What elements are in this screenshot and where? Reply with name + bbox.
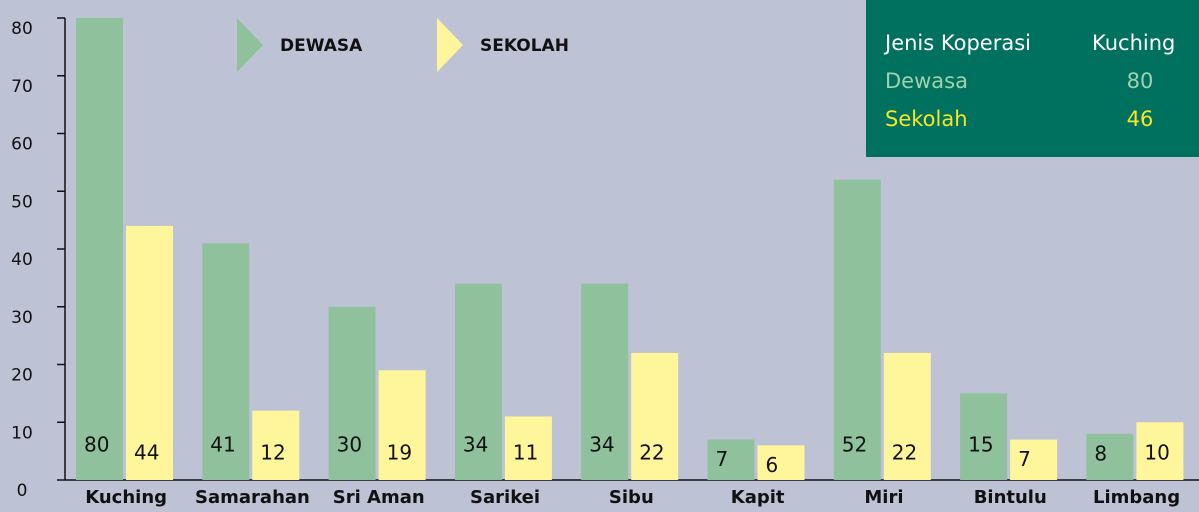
y-tick-label: 70 xyxy=(11,77,33,97)
value-label: 22 xyxy=(892,441,917,465)
x-tick-label: Samarahan xyxy=(195,487,310,508)
bar xyxy=(581,283,629,480)
y-tick-label: 20 xyxy=(11,366,33,386)
value-label: 7 xyxy=(716,447,729,471)
x-tick-label: Sri Aman xyxy=(333,487,425,508)
tooltip-header: Kuching xyxy=(1092,31,1175,55)
y-tick-label: 40 xyxy=(11,250,33,270)
x-tick-label: Bintulu xyxy=(974,487,1047,508)
tooltip-row-name: Sekolah xyxy=(885,107,968,131)
bar xyxy=(328,306,376,480)
x-tick-label: Kapit xyxy=(731,487,785,508)
tooltip-row-value: 80 xyxy=(1127,69,1154,93)
bar xyxy=(126,225,173,480)
legend-label: DEWASA xyxy=(280,36,363,56)
tooltip-header: Jenis Koperasi xyxy=(883,31,1031,55)
value-label: 52 xyxy=(842,433,867,457)
value-label: 10 xyxy=(1144,441,1169,465)
bar xyxy=(454,283,502,480)
value-label: 12 xyxy=(260,441,285,465)
value-label: 19 xyxy=(387,441,412,465)
tooltip-box xyxy=(866,0,1199,157)
bar xyxy=(76,18,123,480)
value-label: 11 xyxy=(513,441,538,465)
bar xyxy=(202,243,250,480)
bar xyxy=(631,352,679,480)
x-tick-label: Miri xyxy=(864,487,903,508)
value-label: 34 xyxy=(463,433,488,457)
y-tick-label: 0 xyxy=(17,481,28,501)
value-label: 8 xyxy=(1094,441,1107,465)
y-tick-label: 30 xyxy=(11,308,33,328)
tooltip-row-name: Dewasa xyxy=(885,69,968,93)
bar xyxy=(757,445,805,480)
value-label: 22 xyxy=(639,441,664,465)
tooltip-row-value: 46 xyxy=(1127,107,1154,131)
value-label: 30 xyxy=(337,433,362,457)
value-label: 80 xyxy=(84,433,109,457)
legend-label: SEKOLAH xyxy=(480,36,569,56)
bar xyxy=(707,439,755,480)
y-tick-label: 80 xyxy=(11,19,33,39)
bar xyxy=(504,416,552,480)
x-tick-label: Limbang xyxy=(1093,487,1180,508)
y-tick-label: 10 xyxy=(11,423,33,443)
value-label: 15 xyxy=(968,433,993,457)
value-label: 44 xyxy=(134,441,159,465)
legend-swatch xyxy=(237,18,263,72)
bar xyxy=(883,352,931,480)
y-tick-label: 50 xyxy=(11,192,33,212)
bar xyxy=(833,179,881,480)
legend-swatch xyxy=(437,18,463,72)
x-tick-label: Sarikei xyxy=(470,487,540,508)
bar xyxy=(1010,439,1058,480)
value-label: 7 xyxy=(1018,447,1031,471)
value-label: 34 xyxy=(589,433,614,457)
y-tick-label: 60 xyxy=(11,135,33,155)
bar xyxy=(1086,433,1134,480)
value-label: 6 xyxy=(766,453,779,477)
bar xyxy=(1136,422,1184,480)
x-tick-label: Kuching xyxy=(85,487,167,508)
value-label: 41 xyxy=(210,433,235,457)
bar xyxy=(252,410,300,480)
bar xyxy=(960,393,1008,480)
x-tick-label: Sibu xyxy=(609,487,654,508)
bar xyxy=(378,370,426,480)
